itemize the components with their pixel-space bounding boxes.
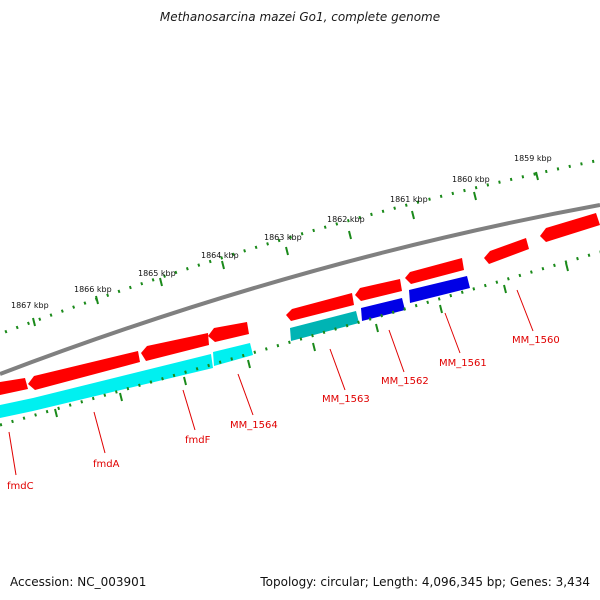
- gene-label: fmdC: [7, 481, 34, 492]
- cds-track: [0, 276, 470, 418]
- scale-label: 1864 kbp: [201, 251, 239, 260]
- scale-label: 1862 kbp: [327, 215, 365, 224]
- major-tick: [285, 246, 289, 256]
- cds-bar: [409, 276, 470, 303]
- cds-bar: [361, 298, 405, 321]
- scale-label: 1861 kbp: [390, 195, 428, 204]
- major-tick: [183, 376, 187, 386]
- major-tick: [247, 359, 251, 369]
- leader-line: [329, 348, 346, 391]
- major-tick: [439, 304, 443, 314]
- gene-label: fmdA: [93, 459, 120, 470]
- gene-arrow: [405, 258, 464, 284]
- leader-line: [93, 411, 106, 454]
- major-tick: [565, 262, 569, 272]
- major-tick: [473, 191, 477, 201]
- label-leaders: [8, 289, 534, 476]
- genome-backbone: [0, 203, 600, 376]
- scale-label: 1867 kbp: [11, 301, 49, 310]
- scale-labels: 1859 kbp 1860 kbp 1861 kbp 1862 kbp 1863…: [11, 154, 552, 310]
- scale-label: 1866 kbp: [74, 285, 112, 294]
- major-tick: [54, 408, 58, 418]
- leader-line: [8, 431, 17, 476]
- gene-label: MM_1564: [230, 420, 278, 431]
- major-tick: [95, 295, 99, 305]
- gene-label: fmdF: [185, 435, 211, 446]
- cds-bar: [213, 343, 253, 366]
- scale-label: 1860 kbp: [452, 175, 490, 184]
- leader-line: [388, 329, 405, 373]
- gene-arrow: [286, 293, 354, 321]
- leader-line: [444, 312, 461, 354]
- gene-arrow: [0, 378, 28, 395]
- leader-line: [516, 289, 534, 332]
- leader-line: [237, 373, 254, 416]
- major-tick: [119, 392, 123, 402]
- gene-arrow: [540, 213, 600, 242]
- gene-label: MM_1563: [322, 394, 370, 405]
- outer-tick-ruler: [4, 158, 600, 334]
- gene-label: MM_1562: [381, 376, 429, 387]
- scale-label: 1863 kbp: [264, 233, 302, 242]
- gene-arrow: [355, 279, 402, 301]
- major-tick: [503, 284, 507, 294]
- cds-bar: [0, 398, 33, 418]
- major-tick: [348, 230, 352, 240]
- map-title: Methanosarcina mazei Go1, complete genom…: [159, 10, 441, 24]
- major-tick: [159, 277, 163, 287]
- leader-line: [182, 389, 196, 431]
- inner-tick-ruler: [0, 250, 600, 427]
- gene-labels: fmdC fmdA fmdF MM_1564 MM_1563 MM_1562 M…: [7, 335, 560, 492]
- gene-label: MM_1561: [439, 358, 487, 369]
- genome-summary-text: Topology: circular; Length: 4,096,345 bp…: [260, 575, 590, 589]
- major-tick: [375, 323, 379, 333]
- gene-track: [0, 213, 600, 395]
- gene-arrow: [484, 238, 529, 264]
- gene-arrow: [28, 351, 140, 390]
- major-tick: [411, 210, 415, 220]
- major-tick: [32, 317, 36, 327]
- scale-label: 1859 kbp: [514, 154, 552, 163]
- accession-text: Accession: NC_003901: [10, 575, 147, 589]
- gene-arrow: [208, 322, 249, 342]
- major-tick: [312, 342, 316, 352]
- cds-bar: [290, 311, 359, 341]
- major-tick: [535, 171, 539, 181]
- gene-arrow: [141, 333, 209, 361]
- gene-label: MM_1560: [512, 335, 560, 346]
- cds-bar: [33, 354, 213, 411]
- scale-label: 1865 kbp: [138, 269, 176, 278]
- major-tick: [221, 260, 225, 270]
